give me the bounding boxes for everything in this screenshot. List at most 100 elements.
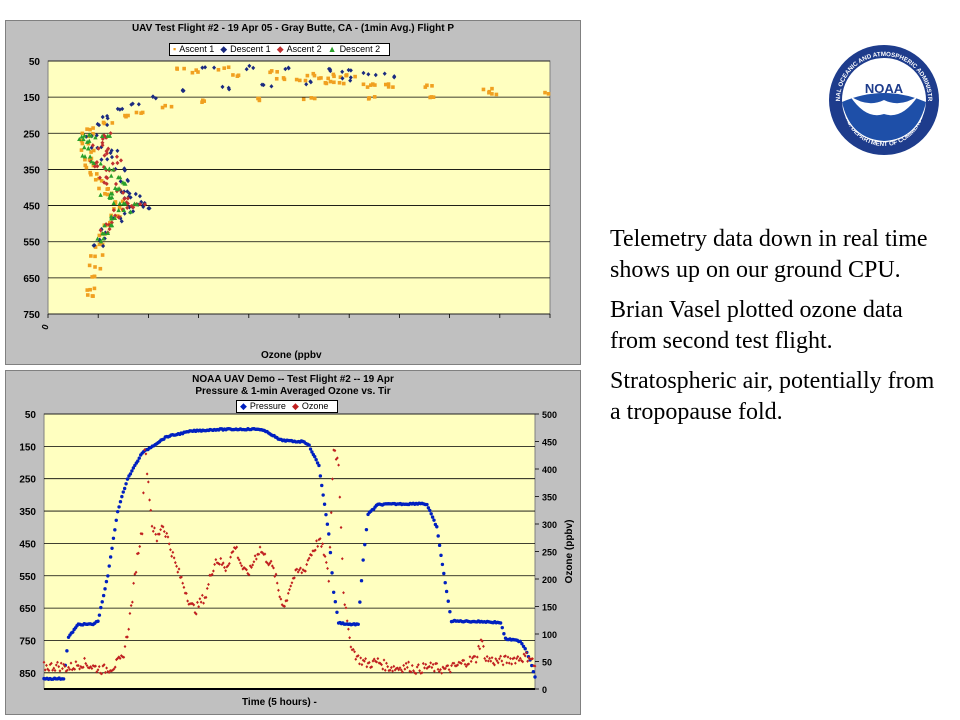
- chart2-data-point: [464, 664, 468, 669]
- chart2-data-point: [51, 668, 54, 672]
- chart1-data-point: [98, 228, 103, 233]
- chart1-data-point: [308, 79, 313, 84]
- chart2-data-point: [507, 661, 511, 665]
- chart2-data-point: [76, 663, 80, 668]
- chart1-data-point: [125, 177, 130, 183]
- chart1-data-point: [301, 97, 306, 102]
- chart1-data-point: [481, 87, 486, 92]
- chart2-data-point: [64, 669, 68, 673]
- chart2-data-point: [388, 668, 392, 672]
- chart1-data-point: [117, 205, 122, 210]
- noaa-logo: NATIONAL OCEANIC AND ATMOSPHERIC ADMINIS…: [828, 44, 939, 155]
- chart1-data-point: [91, 243, 96, 248]
- chart2-data-point: [452, 661, 456, 665]
- chart1-y-tick-label: 50: [29, 57, 41, 68]
- chart2-data-point: [509, 656, 512, 661]
- chart2-data-point: [56, 660, 59, 664]
- chart2-data-point: [102, 663, 106, 667]
- chart1-data-point: [361, 82, 366, 87]
- chart2-data-point: [176, 570, 180, 574]
- chart2-data-point: [289, 584, 293, 588]
- chart1-data-point: [332, 74, 336, 79]
- chart2-data-point: [196, 600, 199, 604]
- chart2-data-point: [363, 542, 367, 547]
- chart1-data-point: [95, 236, 100, 241]
- chart2-data-point: [322, 553, 326, 557]
- chart2-data-point: [274, 572, 278, 576]
- slide-text-1: Telemetry data down in real time shows u…: [610, 226, 928, 283]
- chart2-data-point: [474, 660, 478, 664]
- chart1-data-point: [153, 96, 158, 101]
- chart1-data-point: [282, 77, 287, 82]
- chart2-data-point: [324, 512, 328, 517]
- chart2-data-point: [331, 477, 334, 481]
- chart2-data-point: [469, 659, 473, 663]
- chart2-data-point: [165, 531, 169, 535]
- chart2-data-point: [385, 661, 388, 665]
- chart2-data-point: [81, 665, 85, 669]
- chart2-data-point: [446, 599, 450, 603]
- chart1-data-point: [344, 73, 349, 77]
- chart2-data-point: [218, 562, 221, 566]
- chart1-data-point: [200, 65, 205, 70]
- chart1-data-point: [115, 160, 120, 166]
- chart1-data-point: [109, 173, 114, 178]
- chart1-data-point: [82, 145, 87, 150]
- chart1-data-point: [348, 75, 353, 80]
- chart1-title: UAV Test Flight #2 - 19 Apr 05 - Gray Bu…: [131, 23, 455, 34]
- chart1-data-point: [85, 293, 90, 297]
- chart1-data-point: [116, 215, 121, 220]
- chart2-data-point: [57, 665, 61, 669]
- chart2-data-point: [523, 647, 527, 651]
- chart1-data-point: [543, 90, 547, 95]
- chart2-data-point: [410, 663, 414, 668]
- chart2-data-point: [499, 654, 503, 658]
- chart1-data-point: [101, 243, 106, 249]
- chart2-data-point: [251, 563, 255, 567]
- chart2-data-point: [500, 659, 504, 663]
- chart2-data-point: [361, 658, 365, 662]
- chart1-data-point: [127, 191, 132, 196]
- chart2-data-point: [83, 656, 86, 660]
- chart2-data-point: [495, 659, 499, 663]
- chart1-legend-marker: ◆: [276, 44, 284, 54]
- chart1-data-point: [181, 88, 186, 93]
- chart1-data-point: [261, 82, 266, 88]
- chart2-data-point: [100, 672, 104, 676]
- chart2-data-point: [254, 557, 258, 561]
- chart1-data-point: [132, 201, 137, 206]
- chart2-data-point: [416, 663, 420, 667]
- chart1-data-point: [113, 201, 118, 205]
- chart1-data-point: [134, 110, 139, 115]
- chart2-data-point: [333, 600, 338, 604]
- chart2-data-point: [531, 669, 536, 674]
- chart2-data-point: [111, 668, 115, 672]
- chart1-data-point: [143, 202, 148, 207]
- chart2-data-point: [114, 518, 118, 522]
- chart1-legend-entry: ▪ Ascent 1: [173, 44, 217, 54]
- chart2-data-point: [389, 665, 393, 670]
- chart1-data-point: [216, 67, 221, 72]
- chart1-data-point: [91, 160, 96, 165]
- chart2-data-point: [498, 621, 503, 625]
- chart1-data-point: [114, 154, 119, 159]
- chart2-data-point: [70, 668, 74, 672]
- chart2-data-point: [340, 557, 344, 561]
- chart2-data-point: [429, 661, 433, 665]
- chart1-data-point: [112, 215, 118, 220]
- chart1-data-point: [95, 164, 100, 169]
- chart2-data-point: [448, 610, 452, 614]
- chart1-data-point: [89, 159, 94, 164]
- chart2-data-point: [484, 659, 488, 663]
- chart2-data-point: [517, 658, 521, 663]
- chart1-data-point: [83, 163, 88, 168]
- chart2-data-point: [430, 515, 435, 519]
- chart2-data-point: [445, 664, 449, 668]
- chart2-data-point: [279, 597, 283, 601]
- chart2-data-point: [119, 654, 123, 658]
- chart2-data-point: [48, 662, 52, 667]
- chart2-data-point: [374, 659, 377, 663]
- chart1-y-tick-label: 650: [23, 274, 40, 285]
- chart2-data-point: [347, 627, 350, 631]
- chart2-data-point: [327, 579, 331, 583]
